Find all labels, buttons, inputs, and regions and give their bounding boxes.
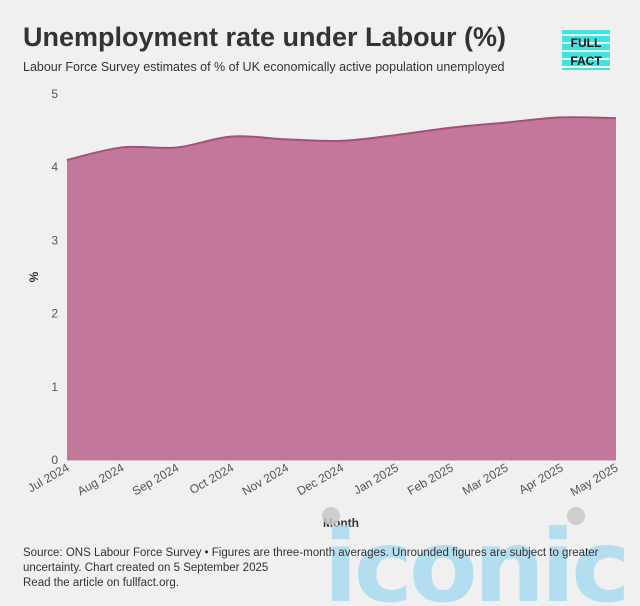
footer-source: Source: ONS Labour Force Survey • Figure… (23, 547, 599, 559)
full-fact-logo[interactable]: FULL FACT (562, 30, 610, 70)
x-tick-label: Jul 2024 (25, 460, 72, 495)
x-tick-label: Jan 2025 (351, 460, 401, 497)
logo-text-line2: FACT (570, 54, 602, 68)
y-tick-label: 0 (51, 453, 58, 467)
x-axis-label: Month (323, 516, 359, 530)
footer-note: uncertainty. Chart created on 5 Septembe… (23, 562, 269, 574)
x-tick-label: May 2025 (568, 460, 621, 499)
area-line (66, 116, 617, 161)
y-tick-label: 5 (51, 87, 58, 101)
x-tick-label: Oct 2024 (187, 460, 236, 497)
y-tick-label: 1 (51, 380, 58, 394)
x-tick-label: Sep 2024 (130, 460, 182, 498)
area-fill (67, 117, 616, 461)
logo-text-line1: FULL (571, 36, 602, 50)
chart-footer: Source: ONS Labour Force Survey • Figure… (23, 546, 623, 591)
x-tick-label: Nov 2024 (240, 460, 292, 498)
area-chart: 0 1 2 3 4 5 Jul 2024 Aug 2024 Sep 2024 Oct 2024 N… (25, 87, 621, 530)
y-axis-ticks: 0 1 2 3 4 5 (51, 87, 58, 467)
footer-link[interactable]: Read the article on fullfact.org. (23, 577, 179, 589)
x-tick-label: Dec 2024 (295, 460, 347, 498)
x-tick-label: Mar 2025 (460, 460, 511, 498)
x-tick-label: Apr 2025 (516, 460, 565, 497)
chart-subtitle: Labour Force Survey estimates of % of UK… (23, 60, 505, 74)
x-tick-label: Feb 2025 (405, 460, 456, 498)
x-axis-ticks: Jul 2024 Aug 2024 Sep 2024 Oct 2024 Nov 2024… (25, 460, 621, 499)
y-tick-label: 2 (51, 307, 58, 321)
chart-title: Unemployment rate under Labour (%) (23, 22, 507, 52)
y-tick-label: 4 (51, 160, 58, 174)
y-tick-label: 3 (51, 233, 58, 247)
x-tick-label: Aug 2024 (75, 460, 127, 498)
y-axis-label: % (27, 271, 41, 282)
